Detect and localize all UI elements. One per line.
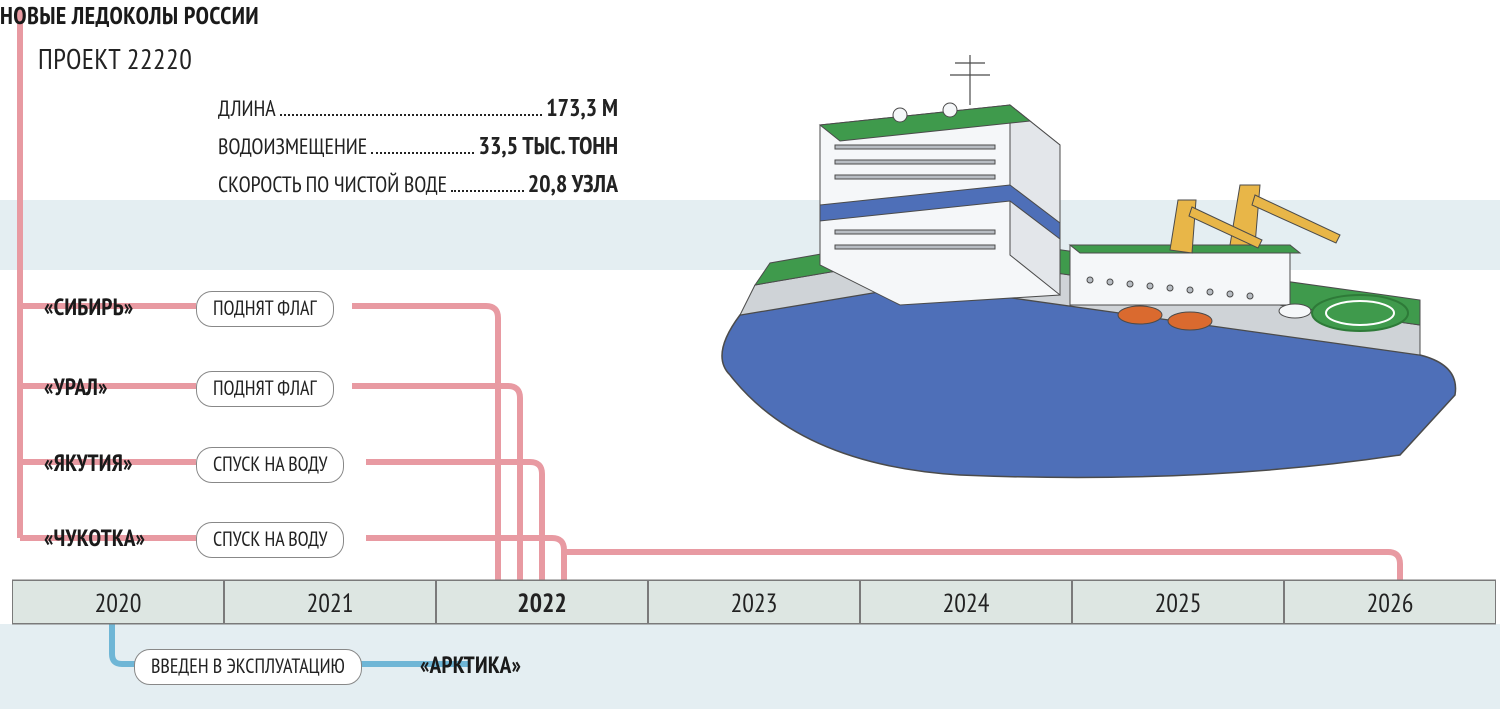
ship-status-sibir: ПОДНЯТ ФЛАГ <box>196 291 334 327</box>
timeline-year-2023: 2023 <box>648 580 860 624</box>
main-title: НОВЫЕ ЛЕДОКОЛЫ РОССИИ <box>0 0 259 31</box>
spec-dots <box>451 190 524 192</box>
ship-name-chukotka: «ЧУКОТКА» <box>44 524 145 553</box>
timeline-year-2022: 2022 <box>436 580 648 624</box>
spec-dots <box>280 114 542 116</box>
ship-name-yakutia: «ЯКУТИЯ» <box>44 449 133 478</box>
ship-status-chukotka: СПУСК НА ВОДУ <box>196 522 344 558</box>
timeline-year-2025: 2025 <box>1072 580 1284 624</box>
ship-name-arktika: «АРКТИКА» <box>420 651 521 680</box>
spec-displacement-label: ВОДОИЗМЕЩЕНИЕ <box>218 133 367 161</box>
spec-length-label: ДЛИНА <box>218 95 276 123</box>
spec-displacement: ВОДОИЗМЕЩЕНИЕ 33,5 ТЫС. ТОНН <box>218 130 618 161</box>
spec-dots <box>371 152 474 154</box>
ship-name-ural: «УРАЛ» <box>44 373 108 402</box>
timeline-year-2021: 2021 <box>224 580 436 624</box>
timeline-year-2026: 2026 <box>1284 580 1496 624</box>
spec-length-value: 173,3 М <box>546 92 618 123</box>
spec-speed-label: СКОРОСТЬ ПО ЧИСТОЙ ВОДЕ <box>218 171 447 199</box>
ship-name-sibir: «СИБИРЬ» <box>44 293 134 322</box>
ship-illustration <box>700 55 1470 485</box>
spec-length: ДЛИНА 173,3 М <box>218 92 618 123</box>
spec-speed-value: 20,8 УЗЛА <box>528 168 618 199</box>
ship-status-yakutia: СПУСК НА ВОДУ <box>196 447 344 483</box>
spec-speed: СКОРОСТЬ ПО ЧИСТОЙ ВОДЕ 20,8 УЗЛА <box>218 168 618 199</box>
infographic-canvas: НОВЫЕ ЛЕДОКОЛЫ РОССИИ ПРОЕКТ 22220 ДЛИНА… <box>0 0 1500 709</box>
timeline-year-2024: 2024 <box>860 580 1072 624</box>
spec-displacement-value: 33,5 ТЫС. ТОНН <box>478 130 618 161</box>
ship-status-ural: ПОДНЯТ ФЛАГ <box>196 371 334 407</box>
timeline-year-2020: 2020 <box>12 580 224 624</box>
project-subtitle: ПРОЕКТ 22220 <box>38 40 192 77</box>
ship-status-arktika: ВВЕДЕН В ЭКСПЛУАТАЦИЮ <box>134 649 362 685</box>
